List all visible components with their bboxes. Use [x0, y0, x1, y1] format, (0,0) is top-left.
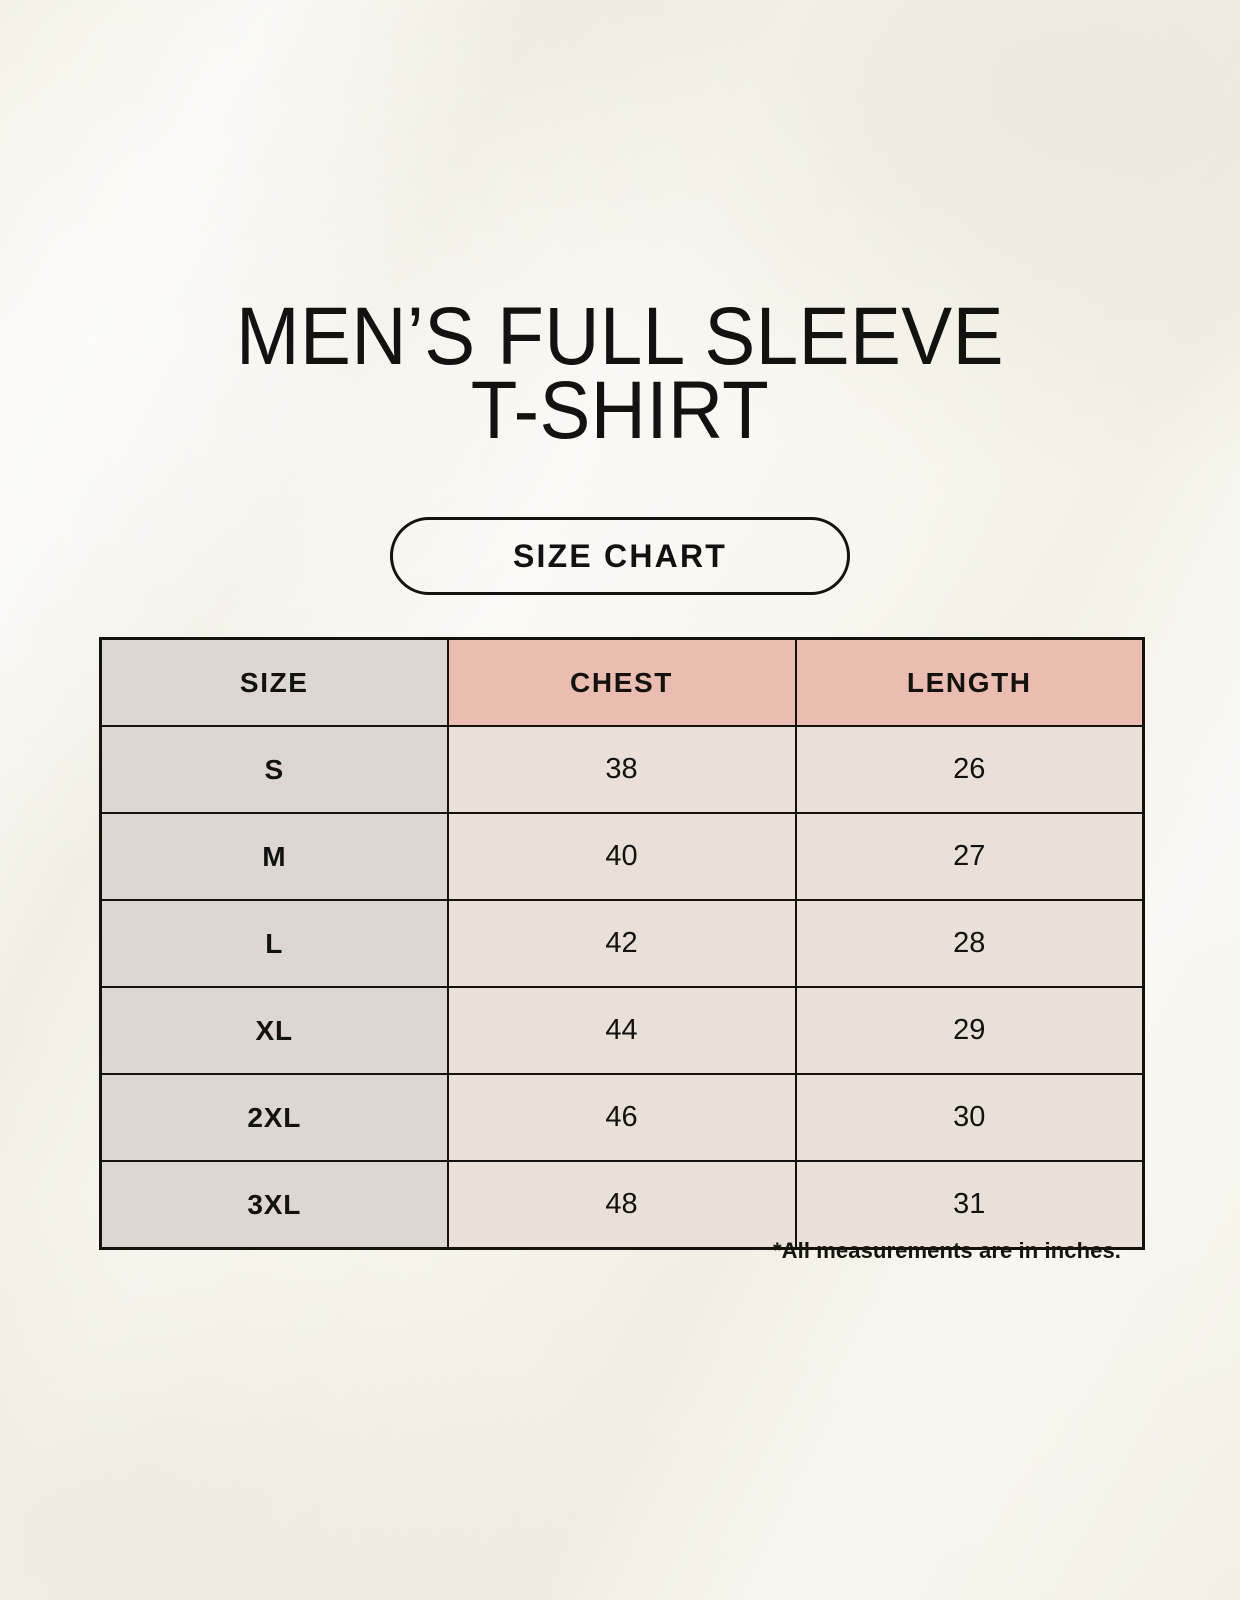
table-row: M 40 27 — [99, 812, 1145, 901]
cell-length: 28 — [794, 899, 1145, 988]
cell-chest: 38 — [446, 725, 797, 814]
cell-chest: 48 — [446, 1160, 797, 1250]
column-header-size: SIZE — [99, 637, 449, 727]
cell-length: 30 — [794, 1073, 1145, 1162]
cell-size: 3XL — [99, 1160, 449, 1250]
table-row: 2XL 46 30 — [99, 1073, 1145, 1162]
column-header-length: LENGTH — [794, 637, 1145, 727]
size-table-wrapper: SIZE CHEST LENGTH S 38 26 M 40 27 L — [99, 637, 1145, 1250]
size-table-body: S 38 26 M 40 27 L 42 28 XL 44 29 — [99, 725, 1145, 1250]
column-header-chest: CHEST — [446, 637, 797, 727]
cell-chest: 44 — [446, 986, 797, 1075]
page-title-line-1: MEN’S FULL SLEEVE — [236, 291, 1004, 382]
cell-size: 2XL — [99, 1073, 449, 1162]
cell-chest: 46 — [446, 1073, 797, 1162]
table-header-row: SIZE CHEST LENGTH — [99, 637, 1145, 727]
cell-length: 31 — [794, 1160, 1145, 1250]
size-table-head: SIZE CHEST LENGTH — [99, 637, 1145, 727]
cell-chest: 40 — [446, 812, 797, 901]
size-table: SIZE CHEST LENGTH S 38 26 M 40 27 L — [99, 637, 1145, 1250]
table-row: XL 44 29 — [99, 986, 1145, 1075]
cell-size: XL — [99, 986, 449, 1075]
cell-size: S — [99, 725, 449, 814]
badge-row: SIZE CHART — [0, 517, 1240, 595]
table-row: 3XL 48 31 — [99, 1160, 1145, 1250]
page-title: MEN’S FULL SLEEVE T-SHIRT — [0, 291, 1240, 456]
table-row: S 38 26 — [99, 725, 1145, 814]
cell-length: 27 — [794, 812, 1145, 901]
page-title-line-2: T-SHIRT — [470, 365, 770, 456]
size-chart-badge: SIZE CHART — [390, 517, 850, 595]
cell-chest: 42 — [446, 899, 797, 988]
cell-length: 26 — [794, 725, 1145, 814]
cell-length: 29 — [794, 986, 1145, 1075]
table-row: L 42 28 — [99, 899, 1145, 988]
cell-size: M — [99, 812, 449, 901]
measurement-note: *All measurements are in inches. — [772, 1238, 1121, 1263]
cell-size: L — [99, 899, 449, 988]
